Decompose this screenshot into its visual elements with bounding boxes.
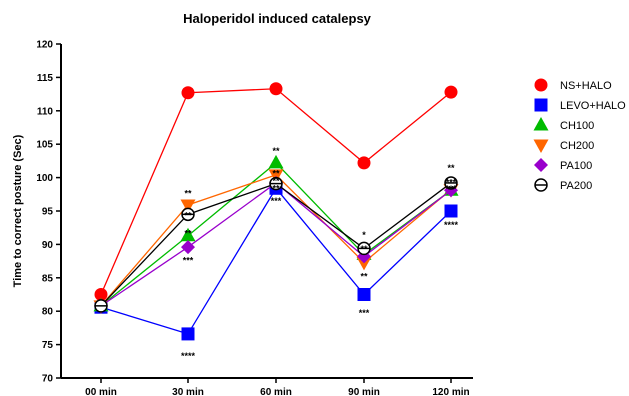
y-tick-label: 85 [42,273,54,284]
significance-label: ** [272,183,280,193]
data-point-levo-halo [444,204,458,218]
significance-label: *** [271,196,282,206]
axes: 70 75 80 85 90 95 100 105 110 115 120 00 min 30 min 6… [36,40,473,396]
legend-label-ch100: CH100 [560,120,594,132]
significance-label: ** [272,176,280,186]
data-point-ns-halo [444,85,458,99]
data-point-ns-halo [94,288,108,301]
significance-label: **** [444,220,459,230]
significance-label: *** [359,308,370,318]
data-point-pa100 [357,249,371,264]
data-point-ch100 [180,227,196,242]
data-point-pa200 [94,299,108,313]
significance-label: ** [360,244,368,254]
significance-label: *** [183,255,194,265]
legend-item-ch200: CH200 [533,139,594,153]
significance-label: ** [184,211,192,221]
data-point-ns-halo [357,156,371,170]
legend-marker-ch100 [533,117,549,131]
legend-label-ns-halo: NS+HALO [560,80,612,92]
chart-title: Haloperidol induced catalepsy [183,11,372,26]
annotation-layer: ****************************************… [181,146,459,361]
x-tick-label: 60 min [260,387,292,396]
legend-marker-levo-halo [534,98,548,112]
data-point-pa200 [444,176,458,190]
series-pa200 [94,176,458,313]
y-tick-label: 95 [42,207,54,218]
x-tick-label: 00 min [85,387,117,396]
data-point-pa200 [181,207,195,222]
data-point-pa200 [269,176,283,191]
y-tick-label: 90 [42,240,54,251]
significance-label: *** [446,184,457,194]
legend-label-pa200: PA200 [560,180,592,192]
y-tick-label: 110 [37,106,54,117]
significance-label: ** [272,169,280,179]
data-point-ch100 [268,154,284,169]
y-tick-label: 70 [42,374,54,385]
data-point-levo-halo [181,327,195,341]
data-point-levo-halo [357,288,371,301]
legend-label-levo-halo: LEVO+HALO [560,100,626,112]
data-point-ch200 [356,256,372,271]
legend-marker-ch200 [533,139,549,153]
y-tick-label: 100 [36,173,53,184]
x-tick-label: 90 min [348,387,380,396]
legend-item-ch100: CH100 [533,117,594,132]
significance-label: ** [184,229,192,239]
data-point-ns-halo [269,82,283,96]
significance-label: **** [181,351,196,361]
x-tick-label: 30 min [172,387,204,396]
series-line-levo-halo [100,187,452,335]
series-ns-halo [94,82,458,301]
data-point-ns-halo [181,86,195,100]
significance-label: ** [447,185,455,195]
legend-item-levo-halo: LEVO+HALO [534,98,626,112]
significance-label: ** [360,271,368,281]
y-tick-label: 80 [42,307,54,318]
y-tick-label: 105 [36,140,53,151]
legend-marker-pa100 [534,158,548,172]
legend: NS+HALO LEVO+HALO CH100 CH200 PA100 PA200 [533,78,626,192]
legend-item-ns-halo: NS+HALO [534,78,612,92]
significance-label: ** [447,163,455,173]
legend-marker-ns-halo [534,78,548,92]
x-tick-label: 120 min [432,387,469,396]
legend-label-ch200: CH200 [560,140,594,152]
legend-item-pa200: PA200 [534,178,592,192]
legend-marker-pa200 [534,178,548,192]
significance-label: ** [272,146,280,156]
significance-label: * [362,230,366,240]
series-layer [93,82,459,341]
significance-label: ** [184,189,192,199]
y-tick-label: 75 [42,340,54,351]
y-tick-label: 115 [37,73,54,84]
y-axis-title: Time to correct posture (Sec) [12,134,24,287]
data-point-pa100 [181,240,195,255]
y-tick-label: 120 [36,40,53,51]
legend-item-pa100: PA100 [534,158,592,172]
legend-label-pa100: PA100 [560,160,592,172]
data-point-pa200 [357,241,371,256]
significance-label: *** [446,177,457,187]
data-point-ch200 [180,199,196,213]
